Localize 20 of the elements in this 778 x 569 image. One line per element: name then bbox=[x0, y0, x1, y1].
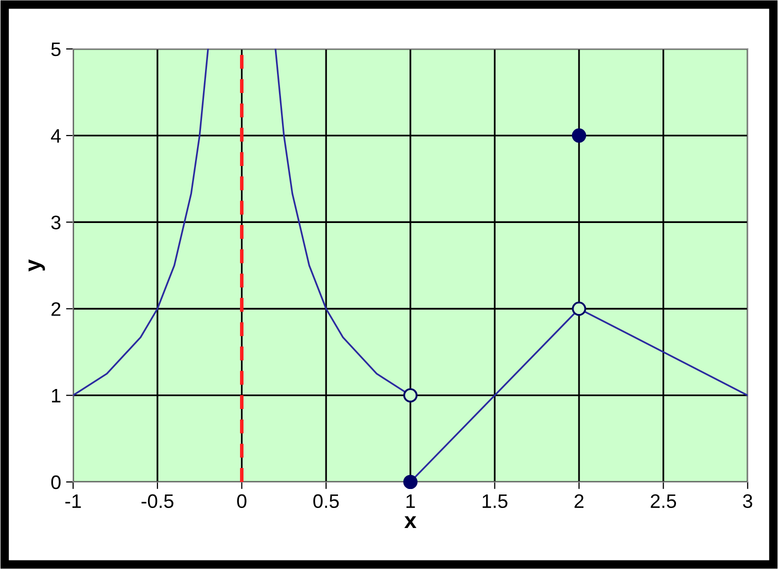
y-tick-label: 2 bbox=[51, 302, 60, 316]
y-tick-label: 0 bbox=[51, 475, 61, 490]
x-tick-label: 0.5 bbox=[313, 494, 339, 508]
x-axis-title: x bbox=[404, 516, 416, 528]
point bbox=[403, 474, 418, 490]
x-tick-label: 2.5 bbox=[650, 494, 676, 508]
x-tick-label: -0.5 bbox=[142, 494, 174, 508]
x-tick-label: -1 bbox=[65, 494, 81, 508]
x-tick-label: 2 bbox=[574, 494, 584, 508]
line-series bbox=[73, 48, 209, 396]
x-tick-label: 1.5 bbox=[482, 494, 508, 508]
y-tick-label: 1 bbox=[52, 389, 60, 402]
x-tick-label: 3 bbox=[742, 494, 752, 508]
y-axis-title: y bbox=[28, 259, 45, 272]
x-tick-label: 1 bbox=[406, 494, 415, 508]
y-tick-label: 5 bbox=[51, 42, 61, 56]
y-tick-label: 3 bbox=[51, 216, 60, 230]
y-tick-label: 4 bbox=[50, 129, 61, 143]
x-tick-label: 0 bbox=[237, 494, 246, 508]
point bbox=[572, 128, 586, 143]
